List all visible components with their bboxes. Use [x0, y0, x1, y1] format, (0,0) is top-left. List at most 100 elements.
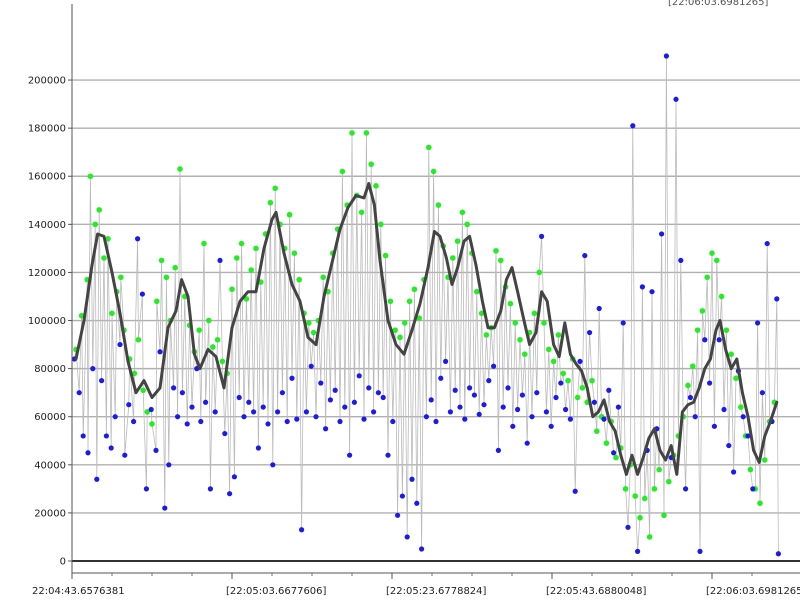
green-point — [416, 315, 423, 321]
green-point — [565, 377, 571, 384]
blue-point — [227, 491, 233, 497]
blue-point — [591, 399, 598, 405]
green-point — [135, 336, 142, 343]
blue-point — [510, 423, 516, 429]
blue-point — [342, 404, 348, 410]
blue-point — [443, 358, 449, 365]
blue-point — [94, 476, 100, 482]
green-point — [493, 247, 499, 254]
blue-point — [625, 524, 631, 530]
green-point — [154, 298, 160, 305]
green-point — [320, 274, 327, 281]
blue-point — [308, 363, 314, 369]
blue-point — [117, 341, 123, 348]
y-tick-label: 80000 — [34, 364, 66, 375]
green-point — [536, 269, 542, 276]
blue-point — [615, 404, 622, 410]
green-point — [358, 209, 365, 216]
y-tick-label: 120000 — [28, 268, 66, 279]
green-point — [140, 387, 146, 394]
blue-point — [515, 406, 521, 413]
blue-point — [462, 416, 468, 422]
blue-point — [711, 423, 718, 429]
green-point — [622, 486, 629, 492]
blue-point — [166, 462, 172, 468]
green-point — [253, 245, 259, 252]
green-point — [762, 457, 768, 463]
green-point — [651, 486, 658, 492]
blue-point — [423, 414, 429, 420]
blue-point — [596, 305, 602, 312]
blue-point — [371, 409, 377, 415]
blue-point — [457, 404, 463, 410]
green-point — [454, 238, 461, 244]
blue-point — [153, 447, 159, 453]
blue-point — [721, 406, 727, 413]
trend-polyline — [74, 182, 779, 476]
green-point — [105, 235, 111, 242]
y-tick-label: 60000 — [34, 412, 66, 423]
green-point — [714, 257, 720, 264]
green-point — [646, 534, 653, 540]
green-point — [613, 454, 619, 461]
blue-point — [433, 418, 439, 425]
green-point — [382, 252, 389, 259]
blue-point — [774, 296, 780, 302]
y-tick-label: 180000 — [28, 124, 66, 135]
green-point — [158, 257, 165, 264]
blue-point — [716, 337, 722, 343]
blue-point — [85, 450, 91, 456]
y-tick-label: 20000 — [34, 508, 66, 519]
green-point — [531, 310, 538, 317]
green-point — [594, 428, 600, 434]
blue-point — [630, 123, 636, 129]
green-point — [238, 240, 245, 247]
blue-point — [692, 414, 698, 420]
green-point — [214, 336, 221, 343]
blue-point — [567, 416, 574, 422]
green-point — [206, 317, 212, 324]
green-point — [402, 320, 408, 326]
green-point — [723, 327, 730, 333]
blue-point — [162, 505, 168, 511]
blue-point — [601, 416, 607, 422]
green-point — [349, 130, 355, 136]
blue-point — [265, 421, 271, 427]
blue-point — [563, 406, 569, 413]
green-point — [560, 370, 566, 377]
blue-point — [481, 402, 487, 408]
blue-point — [103, 433, 109, 439]
blue-point — [222, 430, 228, 437]
y-tick-label: 160000 — [28, 172, 66, 183]
axes: 0 20000 40000 60000 80000 100000 120000 140000 1… — [28, 4, 800, 597]
green-point — [201, 240, 207, 247]
blue-point — [486, 378, 492, 384]
blue-point — [740, 414, 746, 420]
blue-point — [697, 548, 703, 554]
blue-point — [476, 411, 482, 417]
blue-point — [347, 452, 353, 458]
blue-point — [687, 394, 694, 401]
green-point — [464, 221, 471, 228]
green-point — [603, 440, 610, 446]
blue-point — [171, 385, 177, 391]
blue-point — [548, 423, 554, 429]
blue-point — [529, 414, 535, 420]
green-point — [699, 308, 706, 314]
blue-point — [80, 433, 86, 439]
blue-point — [246, 399, 252, 405]
blue-point — [99, 378, 105, 384]
green-point — [541, 320, 547, 326]
blue-point — [534, 390, 540, 396]
green-point — [229, 286, 235, 293]
blue-point — [606, 387, 612, 393]
blue-point — [390, 418, 396, 425]
blue-point — [428, 397, 434, 403]
blue-point — [337, 418, 343, 425]
green-point — [522, 351, 528, 357]
grid-lines — [72, 79, 800, 562]
blue-point — [289, 375, 295, 381]
green-point — [248, 267, 254, 273]
blue-point — [414, 500, 420, 506]
y-tick-label: 40000 — [34, 460, 66, 471]
